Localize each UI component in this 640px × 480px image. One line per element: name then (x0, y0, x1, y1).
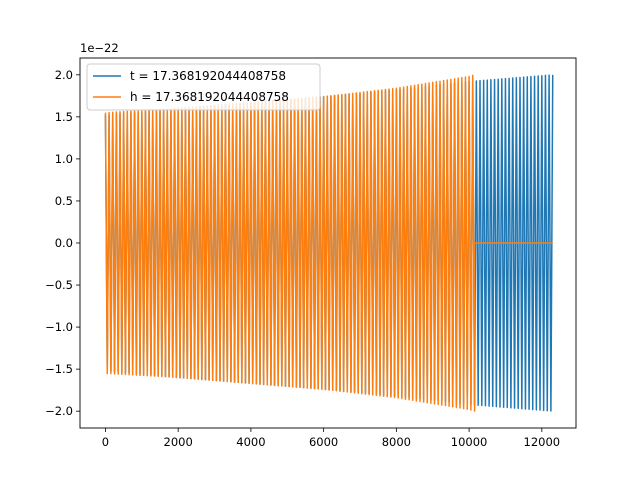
y-axis: −2.0 −1.5 −1.0 −0.5 0.0 0.5 1.0 1.5 2.0 (45, 68, 80, 418)
y-offset-label: 1e−22 (80, 41, 119, 55)
y-tick-label: 0.5 (55, 194, 73, 208)
x-tick-label: 8000 (382, 435, 411, 449)
y-tick-label: −0.5 (45, 278, 73, 292)
series-line-2 (104, 74, 553, 412)
y-tick-label: −1.5 (45, 362, 73, 376)
x-tick-label: 0 (102, 435, 109, 449)
legend-box (86, 63, 321, 111)
y-tick-label: −1.0 (45, 320, 73, 334)
y-tick-label: 1.0 (55, 152, 73, 166)
x-axis: 0 2000 4000 6000 8000 10000 12000 (102, 428, 560, 449)
x-tick-label: 10000 (451, 435, 488, 449)
plot-area (104, 74, 554, 412)
legend: t = 17.368192044408758 h = 17.36819204440… (86, 63, 321, 111)
x-tick-label: 12000 (524, 435, 561, 449)
y-tick-label: 1.5 (55, 110, 73, 124)
y-tick-label: 0.0 (55, 236, 73, 250)
y-tick-label: 2.0 (55, 68, 73, 82)
x-tick-label: 2000 (164, 435, 193, 449)
legend-label: h = 17.368192044408758 (130, 90, 289, 104)
y-tick-label: −2.0 (45, 404, 73, 418)
x-tick-label: 4000 (236, 435, 265, 449)
legend-label: t = 17.368192044408758 (130, 69, 286, 83)
x-tick-label: 6000 (309, 435, 338, 449)
